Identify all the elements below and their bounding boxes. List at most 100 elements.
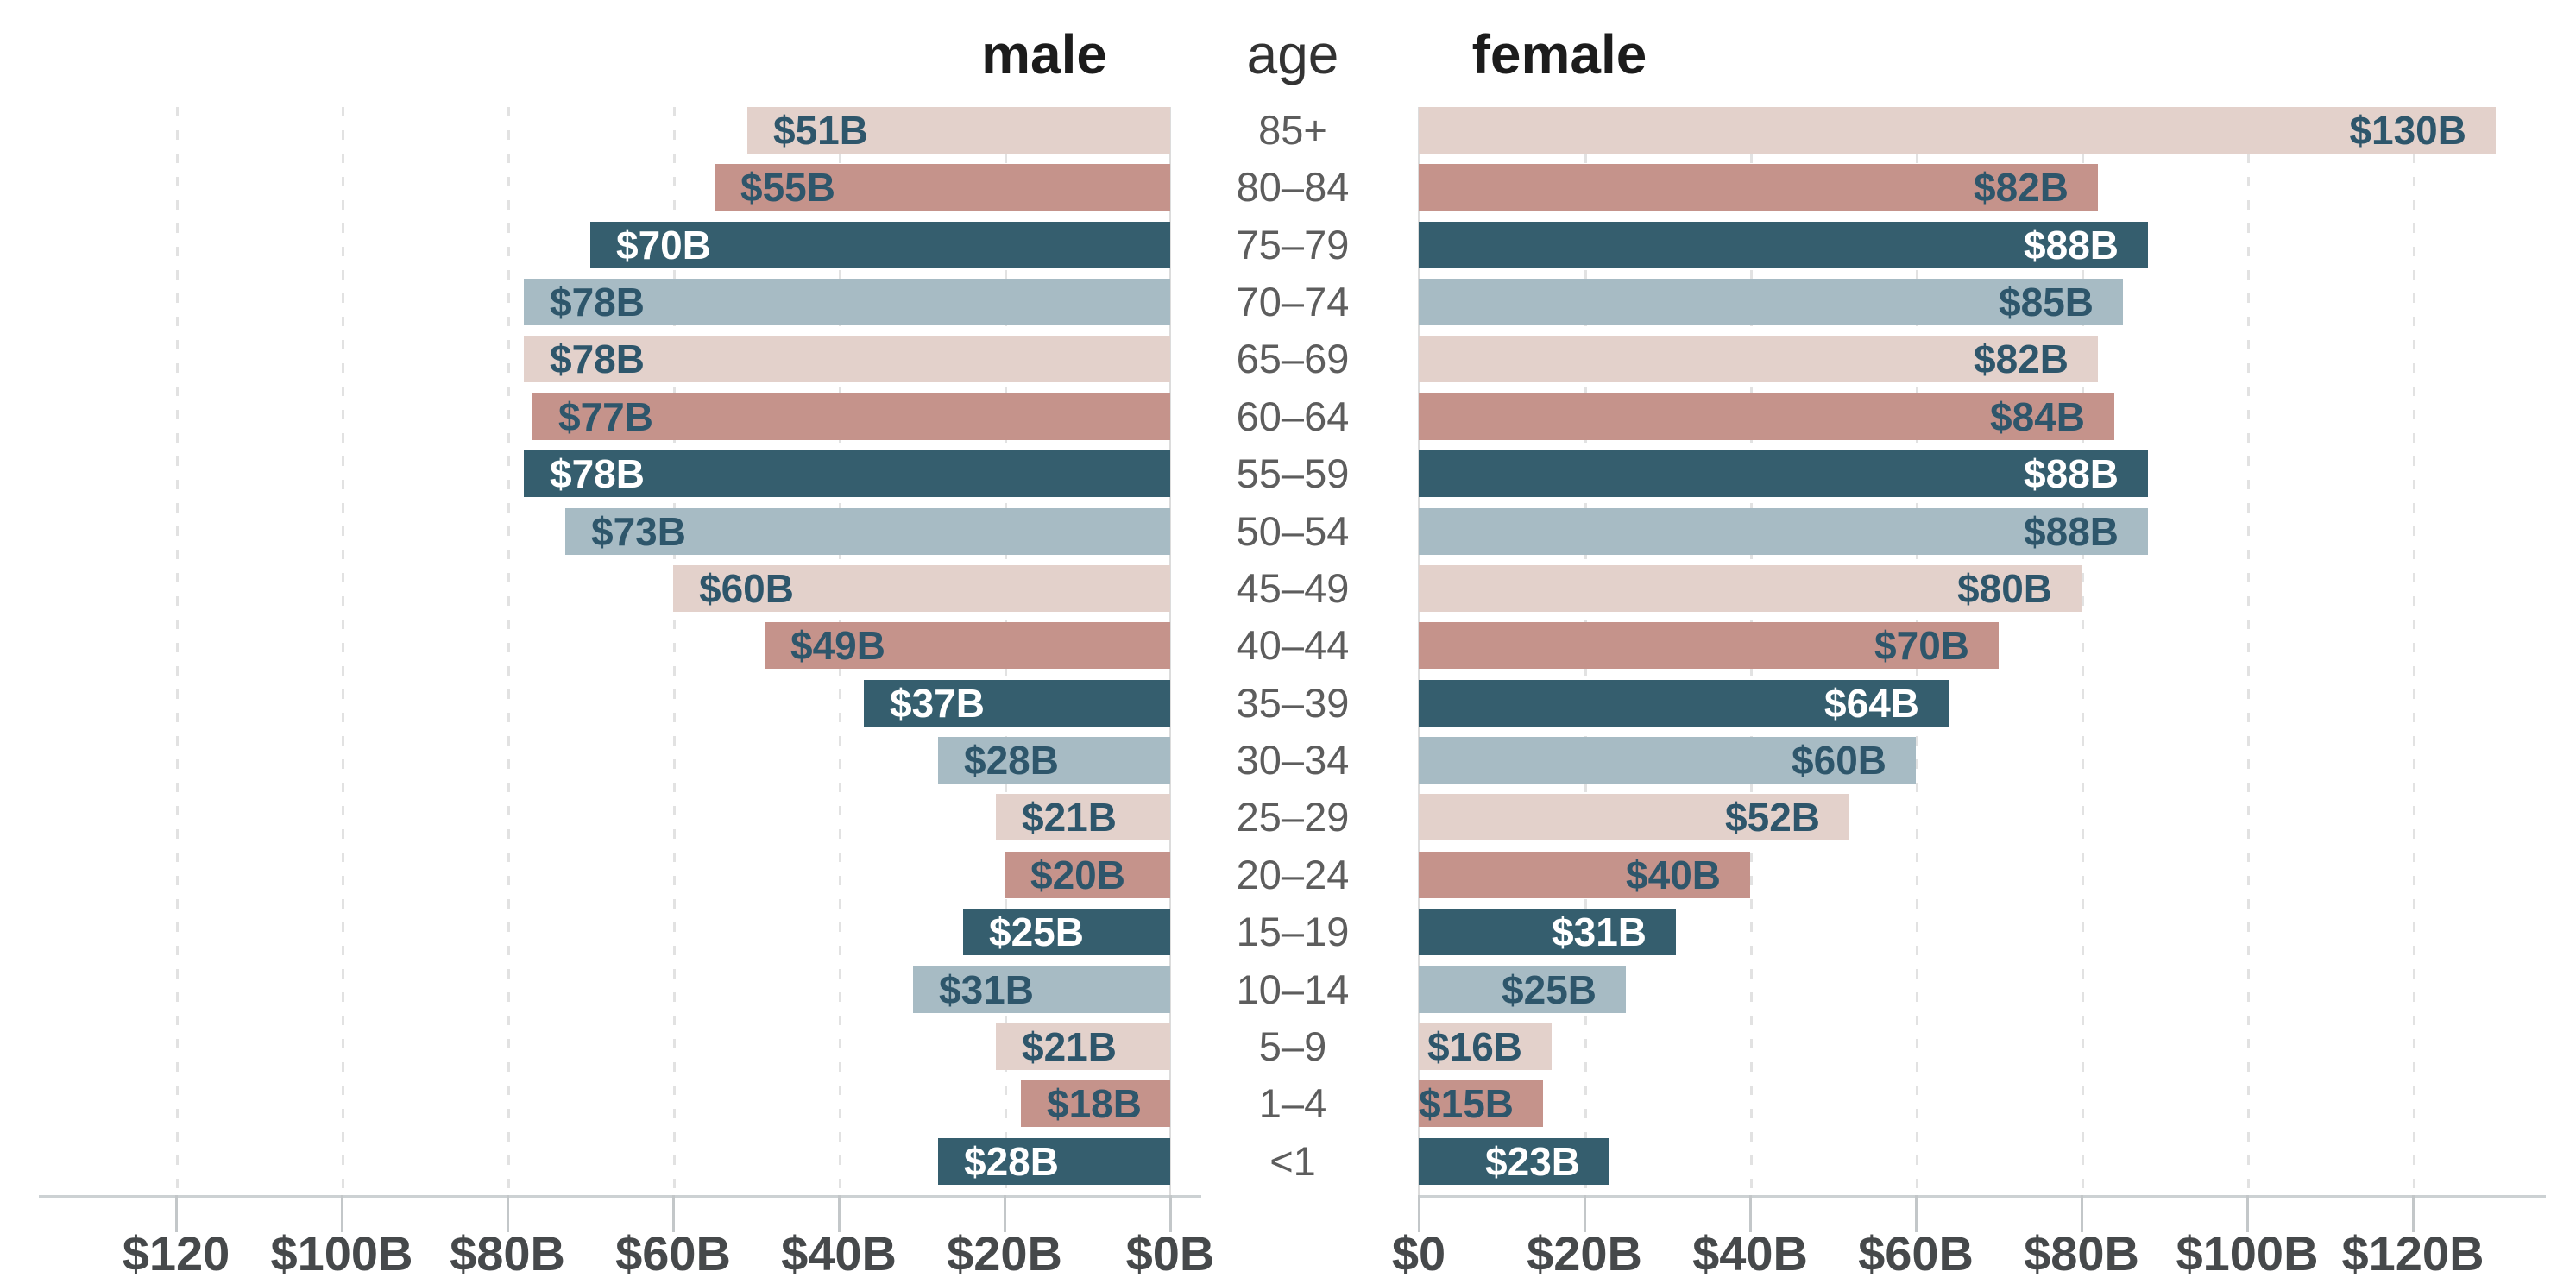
age-group-label: 65–69: [1236, 336, 1350, 381]
male-axis-tick-label: $0B: [1125, 1226, 1215, 1281]
male-axis-tick: [341, 1195, 343, 1232]
female-bar-value-label: $82B: [1974, 165, 2069, 210]
male-column-header: male: [981, 23, 1107, 85]
female-axis-tick-label: $20B: [1527, 1226, 1642, 1281]
age-group-label: 80–84: [1236, 164, 1350, 210]
age-group-label: 45–49: [1236, 565, 1350, 611]
male-bar-value-label: $18B: [1047, 1081, 1142, 1126]
female-bar: $84B: [1419, 393, 2114, 440]
age-group-label: 70–74: [1236, 279, 1350, 324]
female-axis-tick-label: $100B: [2176, 1226, 2319, 1281]
male-bar: $78B: [524, 450, 1170, 497]
female-bar-value-label: $85B: [1999, 280, 2094, 324]
male-bar: $21B: [996, 1023, 1170, 1070]
male-bar-value-label: $21B: [1022, 795, 1117, 840]
male-bar: $28B: [938, 737, 1170, 784]
female-bar-value-label: $60B: [1792, 738, 1886, 783]
male-axis-tick: [507, 1195, 509, 1232]
male-bar-value-label: $55B: [740, 165, 835, 210]
female-gridline: [2082, 107, 2084, 1195]
male-bar: $60B: [673, 565, 1170, 612]
female-axis-tick: [2246, 1195, 2249, 1232]
female-bar-value-label: $40B: [1626, 853, 1721, 897]
female-gridline: [2247, 107, 2250, 1195]
male-axis-tick-label: $100B: [270, 1226, 413, 1281]
female-bar: $130B: [1419, 107, 2496, 154]
male-bar-value-label: $70B: [616, 223, 711, 268]
age-group-label: 55–59: [1236, 450, 1350, 496]
female-bar-value-label: $80B: [1957, 566, 2052, 611]
female-bar: $40B: [1419, 852, 1750, 898]
female-bar: $82B: [1419, 336, 2098, 382]
female-axis-tick: [2081, 1195, 2083, 1232]
female-bar-value-label: $82B: [1974, 337, 2069, 381]
female-axis-tick-label: $0: [1391, 1226, 1446, 1281]
male-axis-tick-label: $60B: [615, 1226, 731, 1281]
female-bar: $88B: [1419, 508, 2148, 555]
male-bar: $78B: [524, 279, 1170, 325]
age-group-label: 40–44: [1236, 622, 1350, 668]
male-bar-value-label: $37B: [890, 681, 985, 726]
male-bar: $55B: [715, 164, 1170, 211]
age-group-label: 50–54: [1236, 508, 1350, 554]
male-bar: $25B: [963, 909, 1170, 955]
female-bar-value-label: $23B: [1485, 1139, 1580, 1184]
female-axis-tick-label: $80B: [2024, 1226, 2139, 1281]
male-axis-tick-label: $80B: [450, 1226, 565, 1281]
male-axis-tick: [1004, 1195, 1006, 1232]
female-bar-value-label: $88B: [2024, 223, 2119, 268]
male-bar-value-label: $25B: [989, 910, 1084, 954]
female-bar: $52B: [1419, 794, 1849, 840]
female-axis-tick: [1584, 1195, 1586, 1232]
female-bar-value-label: $88B: [2024, 509, 2119, 554]
age-group-label: 35–39: [1236, 680, 1350, 726]
male-bar-value-label: $73B: [591, 509, 686, 554]
male-axis-tick: [838, 1195, 841, 1232]
age-group-label: <1: [1269, 1138, 1316, 1184]
male-axis-tick-label: $40B: [781, 1226, 897, 1281]
male-bar: $18B: [1021, 1080, 1170, 1127]
male-zero-line: [1169, 107, 1171, 1195]
age-group-label: 25–29: [1236, 794, 1350, 840]
female-axis-tick: [1418, 1195, 1420, 1232]
male-bar: $77B: [532, 393, 1170, 440]
female-bar-value-label: $64B: [1824, 681, 1919, 726]
female-bar: $60B: [1419, 737, 1916, 784]
male-bar-value-label: $51B: [773, 108, 868, 153]
female-bar-value-label: $31B: [1552, 910, 1647, 954]
male-bar-value-label: $28B: [964, 738, 1059, 783]
male-gridline: [176, 107, 179, 1195]
female-gridline: [2413, 107, 2415, 1195]
male-bar-value-label: $28B: [964, 1139, 1059, 1184]
male-axis-tick-label: $120: [122, 1226, 230, 1281]
male-bar-value-label: $49B: [790, 623, 885, 668]
female-axis-tick: [1749, 1195, 1752, 1232]
female-bar: $80B: [1419, 565, 2082, 612]
male-bar-value-label: $78B: [550, 337, 645, 381]
age-column-header: age: [1246, 23, 1339, 85]
female-axis-tick-label: $120B: [2341, 1226, 2485, 1281]
male-bar: $37B: [864, 680, 1170, 727]
male-bar-value-label: $20B: [1030, 853, 1125, 897]
male-bar: $20B: [1005, 852, 1170, 898]
male-bar-value-label: $78B: [550, 451, 645, 496]
female-axis-tick: [1915, 1195, 1918, 1232]
female-bar-value-label: $70B: [1874, 623, 1969, 668]
female-axis-tick: [2412, 1195, 2415, 1232]
age-group-label: 60–64: [1236, 393, 1350, 439]
male-bar-value-label: $60B: [699, 566, 794, 611]
female-bar: $25B: [1419, 966, 1626, 1013]
female-bar: $31B: [1419, 909, 1676, 955]
female-axis-line: [1419, 1195, 2546, 1198]
female-bar: $85B: [1419, 279, 2123, 325]
male-gridline: [673, 107, 676, 1195]
male-bar: $28B: [938, 1138, 1170, 1185]
male-bar: $49B: [765, 622, 1170, 669]
male-bar-value-label: $77B: [558, 394, 653, 439]
female-axis-tick-label: $40B: [1692, 1226, 1808, 1281]
male-gridline: [507, 107, 510, 1195]
female-bar: $88B: [1419, 450, 2148, 497]
age-group-label: 10–14: [1236, 966, 1350, 1012]
age-group-label: 75–79: [1236, 222, 1350, 268]
